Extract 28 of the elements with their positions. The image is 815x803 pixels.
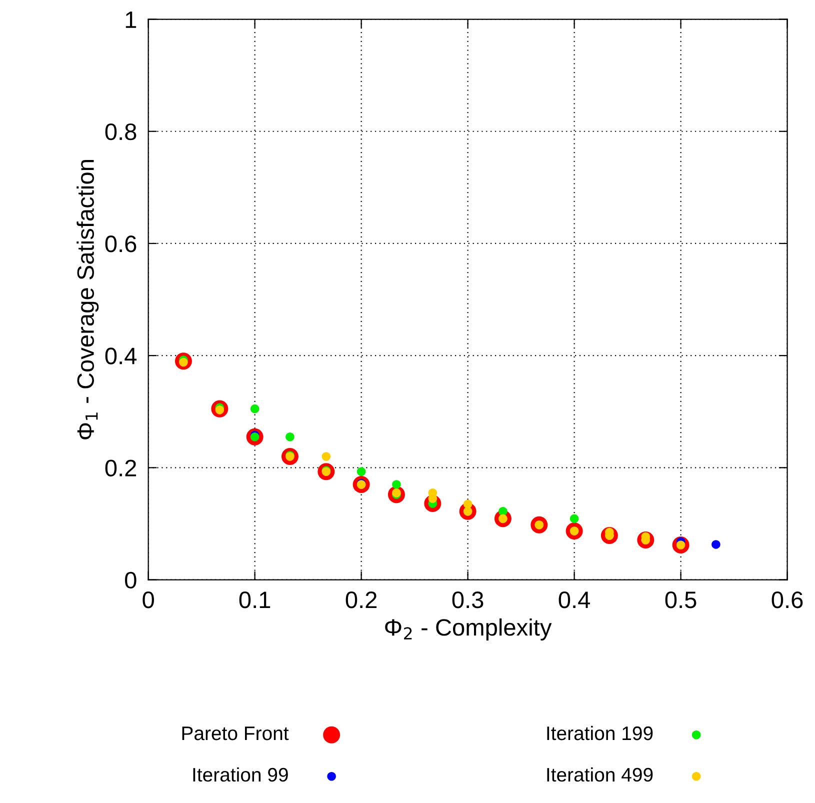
x-tick-label: 0.1 bbox=[239, 592, 270, 608]
point bbox=[356, 467, 366, 476]
legend-label: Iteration 499 bbox=[547, 767, 653, 782]
point bbox=[286, 432, 294, 442]
y-tick-label: 0.2 bbox=[105, 460, 136, 476]
x-axis-title: Φ$_{2}$ - Complexity bbox=[385, 618, 552, 640]
legend-label: Iteration 199 bbox=[547, 726, 653, 740]
x-tick-label: 0.3 bbox=[452, 592, 484, 608]
x-tick-label: 0.5 bbox=[665, 592, 696, 608]
y-tick-label: 0 bbox=[125, 572, 136, 589]
point bbox=[463, 500, 472, 508]
y-tick-label: 1 bbox=[126, 12, 136, 28]
y-tick-label: 0.4 bbox=[105, 348, 137, 364]
legend-label: Iteration 99 bbox=[193, 767, 288, 782]
legend-label: Pareto Front bbox=[182, 726, 289, 740]
x-tick-label: 0 bbox=[142, 592, 154, 608]
point bbox=[250, 404, 260, 414]
point bbox=[712, 540, 720, 549]
x-tick-label: 0.4 bbox=[558, 592, 590, 608]
y-tick-label: 0.6 bbox=[105, 236, 136, 252]
point bbox=[570, 514, 579, 524]
y-tick-label: 0.8 bbox=[105, 123, 136, 140]
y-axis-title: Φ$_{1}$ - Coverage Satisfaction bbox=[76, 160, 99, 440]
x-tick-label: 0.2 bbox=[346, 592, 377, 608]
point bbox=[392, 480, 401, 489]
point bbox=[322, 452, 331, 461]
x-tick-label: 0.6 bbox=[772, 592, 803, 608]
point bbox=[498, 506, 508, 516]
